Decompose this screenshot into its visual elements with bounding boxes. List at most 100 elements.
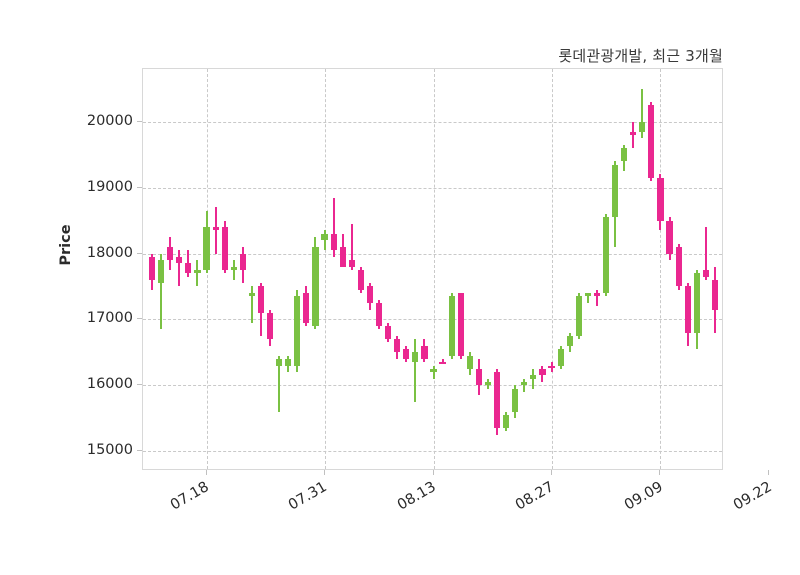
candle-wick (278, 355, 281, 412)
candle-body (430, 368, 437, 373)
candle-body (439, 362, 446, 365)
candle-wick (160, 253, 163, 330)
y-axis-tick-label: 18000 (86, 244, 133, 261)
candle-body (593, 293, 600, 297)
candle-wick (187, 250, 190, 277)
candle-wick (214, 207, 217, 254)
candle-wick (586, 293, 589, 303)
plot-area (142, 68, 723, 470)
candle-body (493, 372, 501, 429)
candle-wick (704, 227, 707, 280)
candle-body (167, 246, 174, 261)
y-axis-tick (137, 318, 142, 320)
candle-body (693, 273, 700, 333)
candle-body (303, 293, 310, 323)
candle-body (675, 246, 682, 287)
candle-body (330, 233, 337, 251)
x-axis-tick-label: 07.18 (167, 479, 212, 514)
y-axis-tick (137, 120, 142, 122)
x-axis-tick-label: 07.31 (285, 479, 330, 514)
gridline-h-19000 (143, 187, 722, 189)
candle-wick (350, 223, 353, 270)
x-axis-tick-label: 09.09 (621, 479, 666, 514)
candle-wick (414, 339, 417, 402)
x-axis-tick (550, 470, 552, 475)
candle-body (548, 365, 555, 368)
candle-body (267, 312, 274, 340)
candle-wick (532, 368, 535, 389)
y-axis-tick (137, 384, 142, 386)
x-axis-tick-label: 09.22 (730, 479, 775, 514)
gridline-h-20000 (143, 121, 722, 123)
candle-wick (196, 260, 199, 287)
candle-body (321, 233, 328, 241)
candle-wick (250, 286, 253, 323)
candle-body (512, 388, 519, 412)
candle-body (176, 256, 183, 264)
x-axis-tick (659, 470, 661, 475)
candle-body (575, 296, 582, 336)
candle-wick (232, 260, 235, 280)
candle-body (684, 286, 691, 333)
gridline-h-15000 (143, 451, 722, 453)
y-axis-tick-label: 15000 (86, 442, 133, 459)
candle-body (276, 358, 283, 366)
candle-body (539, 368, 546, 376)
candle-wick (441, 358, 444, 363)
candle-wick (178, 250, 181, 287)
y-axis-tick-label: 20000 (86, 112, 133, 129)
candle-body (339, 246, 346, 267)
candle-body (702, 270, 709, 277)
candle-body (230, 266, 237, 270)
candle-body (630, 131, 637, 135)
candle-body (639, 121, 646, 132)
x-axis-tick-label: 08.13 (394, 479, 439, 514)
candle-body (403, 349, 410, 359)
candle-body (412, 352, 419, 363)
plot-inner (143, 69, 722, 469)
candle-body (366, 286, 374, 303)
candle-wick (323, 230, 326, 251)
candle-wick (641, 88, 644, 139)
candle-body (294, 296, 301, 366)
gridline-v-08.27 (551, 69, 553, 469)
candle-body (257, 286, 265, 313)
gridline-h-18000 (143, 253, 722, 255)
candle-body (221, 227, 228, 270)
candle-body (611, 164, 619, 218)
candle-body (602, 217, 610, 294)
candle-body (621, 148, 628, 162)
candle-body (584, 293, 591, 297)
y-axis-tick (137, 186, 142, 188)
candle-body (248, 293, 256, 297)
candle-body (385, 326, 392, 340)
candle-body (503, 414, 510, 429)
candle-body (348, 260, 355, 267)
candle-body (357, 270, 364, 290)
candle-body (158, 260, 165, 284)
candle-wick (595, 289, 598, 307)
gridline-v-09.09 (660, 69, 662, 469)
candle-body (312, 246, 319, 326)
candle-body (557, 349, 564, 366)
candle-body (657, 177, 664, 221)
chart-title: 롯데관광개발, 최근 3개월 (558, 47, 723, 65)
candle-body (239, 253, 246, 270)
candle-body (566, 335, 573, 346)
candle-body (148, 256, 156, 280)
gridline-h-16000 (143, 385, 722, 387)
candle-body (375, 302, 383, 326)
candle-body (194, 270, 201, 274)
candle-body (484, 382, 492, 386)
x-axis-tick (768, 470, 770, 475)
candle-wick (523, 378, 526, 392)
x-axis-tick-label: 08.27 (512, 479, 557, 514)
y-axis-tick (137, 252, 142, 254)
candle-body (285, 358, 292, 366)
candle-body (666, 220, 673, 254)
candle-body (711, 279, 718, 310)
y-axis-tick-label: 19000 (86, 178, 133, 195)
x-axis-tick (205, 470, 207, 475)
gridline-h-17000 (143, 319, 722, 321)
